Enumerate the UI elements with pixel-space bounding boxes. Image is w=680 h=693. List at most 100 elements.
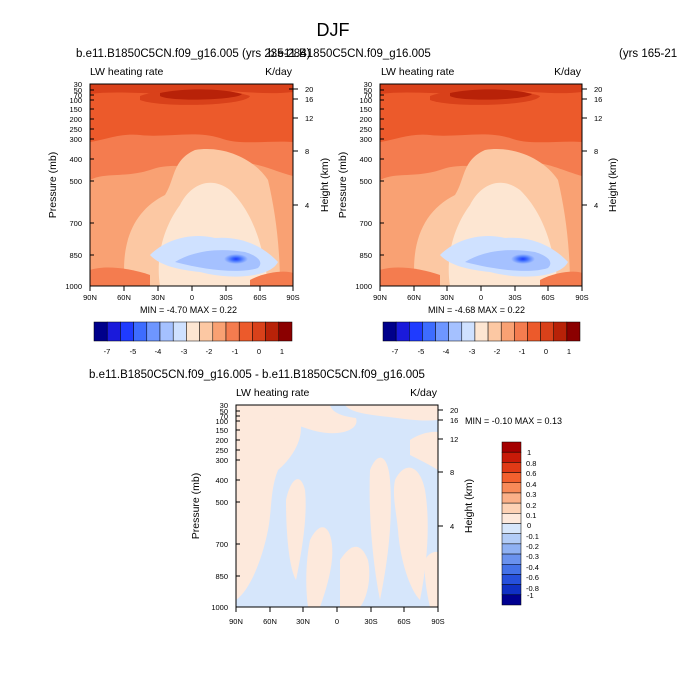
panel-1-colorbar-label: -4 <box>155 347 162 356</box>
colorbar-swatch <box>474 321 489 342</box>
colorbar-swatch <box>265 321 280 342</box>
panel-2-colorbar-label: -4 <box>443 347 450 356</box>
panel-3-colorbar-label: -0.6 <box>526 573 539 582</box>
panel-1-y-tick: 700 <box>69 219 82 228</box>
panel-3-x-tick: 30S <box>364 617 377 626</box>
panel-3-y-tick: 850 <box>215 572 228 581</box>
panel-3-y-tick: 1000 <box>211 603 228 612</box>
panel-1-colorbar-label: 1 <box>280 347 284 356</box>
panel-3-colorbar-label: 0.8 <box>526 459 536 468</box>
panel-1-x-ticks: 90N 60N 30N 0 30S 60S 90S <box>83 286 300 302</box>
panel-3-y-tick: 300 <box>215 456 228 465</box>
panel-3-colorbar-label: 0.2 <box>526 501 536 510</box>
colorbar-swatch <box>501 451 522 463</box>
panel-1-height-tick: 8 <box>305 147 309 156</box>
panel-2-x-tick: 30S <box>508 293 521 302</box>
colorbar-swatch <box>501 492 522 504</box>
panel-2-x-tick: 30N <box>440 293 454 302</box>
panel-3-colorbar-label: -0.3 <box>526 552 539 561</box>
panel-1-y-tick: 850 <box>69 251 82 260</box>
colorbar-swatch <box>501 543 522 555</box>
colorbar-swatch <box>93 321 108 342</box>
panel-3-ylabel: Pressure (mb) <box>190 473 202 540</box>
panel-1-x-tick: 90N <box>83 293 97 302</box>
colorbar-swatch <box>501 513 522 524</box>
panel-3-y-ticks: 30 50 70 100 150 200 250 300 400 500 700… <box>211 401 240 612</box>
panel-3-height-tick: 12 <box>450 435 458 444</box>
panel-2-x-tick: 60S <box>541 293 554 302</box>
panel-3-case-label: b.e11.B1850C5CN.f09_g16.005 - b.e11.B185… <box>89 369 425 381</box>
colorbar-swatch <box>422 321 436 342</box>
colorbar-swatch <box>501 502 522 514</box>
colorbar-swatch <box>487 321 502 342</box>
colorbar-swatch <box>501 533 522 545</box>
colorbar-swatch <box>435 321 449 342</box>
panel-3-y-tick: 100 <box>215 417 228 426</box>
panel-3-x-tick: 60S <box>397 617 410 626</box>
colorbar-swatch <box>278 321 293 342</box>
colorbar-swatch <box>409 321 423 342</box>
panel-3-height-tick: 20 <box>450 406 458 415</box>
panel-2-height-tick: 12 <box>594 114 602 123</box>
panel-2-colorbar-label: -3 <box>469 347 476 356</box>
panel-3-y-tick: 250 <box>215 446 228 455</box>
panel-2-x-ticks: 90N 60N 30N 0 30S 60S 90S <box>373 286 589 302</box>
panel-3-ylabel-right: Height (km) <box>463 479 475 533</box>
panel-1-stats: MIN = -4.70 MAX = 0.22 <box>140 305 237 315</box>
panel-3-colorbar-label: -0.1 <box>526 532 539 541</box>
panel-3-y-tick: 400 <box>215 476 228 485</box>
panel-1-y-tick: 250 <box>69 125 82 134</box>
panel-2-y-ticks: 30 50 70 100 150 200 250 300 400 500 700… <box>355 80 384 291</box>
panel-1-x-tick: 90S <box>286 293 299 302</box>
panel-3-colorbar-label: 1 <box>527 448 531 457</box>
panel-2-colorbar-labels: -7 -5 -4 -3 -2 -1 0 1 <box>392 347 571 356</box>
panel-3-colorbar-label: 0 <box>527 521 531 530</box>
page-title: DJF <box>317 20 350 40</box>
colorbar-swatch <box>172 321 187 342</box>
colorbar-swatch <box>501 462 522 473</box>
colorbar-swatch <box>382 321 397 342</box>
colorbar-swatch <box>225 321 240 342</box>
panel-2-height-tick: 4 <box>594 201 598 210</box>
panel-2-units: K/day <box>554 66 582 78</box>
panel-1-x-tick: 0 <box>190 293 194 302</box>
colorbar-swatch <box>501 441 522 453</box>
panel-3-colorbar-label: -0.4 <box>526 563 539 572</box>
panel-3-colorbar-label: -0.8 <box>526 584 539 593</box>
colorbar-swatch <box>395 321 410 342</box>
colorbar-swatch <box>540 321 554 342</box>
colorbar-swatch <box>120 321 134 342</box>
panel-2-y-tick: 1000 <box>355 282 372 291</box>
panel-3-colorbar-label: 0.1 <box>526 511 536 520</box>
panel-2-case-years: (yrs 165-21 <box>619 48 677 60</box>
colorbar-swatch <box>186 321 200 342</box>
panel-2-y-tick: 30 <box>364 80 372 89</box>
panel-1-colorbar-label: -1 <box>232 347 239 356</box>
colorbar-swatch <box>514 321 528 342</box>
panel-1-height-tick: 16 <box>305 95 313 104</box>
panel-3-x-tick: 90N <box>229 617 243 626</box>
panel-2-height-tick: 8 <box>594 147 598 156</box>
panel-3-colorbar-label: -1 <box>527 591 534 600</box>
panel-1-height-tick: 20 <box>305 85 313 94</box>
colorbar-swatch <box>501 574 522 585</box>
colorbar-swatch <box>238 321 253 342</box>
colorbar-swatch <box>106 321 121 342</box>
panel-1-height-tick: 12 <box>305 114 313 123</box>
panel-2-colorbar-label: -7 <box>392 347 399 356</box>
panel-1-colorbar-label: -7 <box>104 347 111 356</box>
panel-2-y-tick: 50 <box>364 86 372 95</box>
panel-1-y-tick: 70 <box>74 91 82 100</box>
panel-1-colorbar-label: -3 <box>181 347 188 356</box>
panel-3-x-tick: 90S <box>431 617 444 626</box>
panel-2-colorbar-label: -1 <box>519 347 526 356</box>
panel-2-colorbar-label: 0 <box>544 347 548 356</box>
panel-1-y-tick: 400 <box>69 155 82 164</box>
colorbar-swatch <box>501 472 522 483</box>
panel-3-y-tick: 200 <box>215 436 228 445</box>
panel-1-y-tick: 1000 <box>65 282 82 291</box>
panel-2-height-tick: 20 <box>594 85 602 94</box>
colorbar-swatch <box>199 321 214 342</box>
panel-1-y-tick: 150 <box>69 105 82 114</box>
